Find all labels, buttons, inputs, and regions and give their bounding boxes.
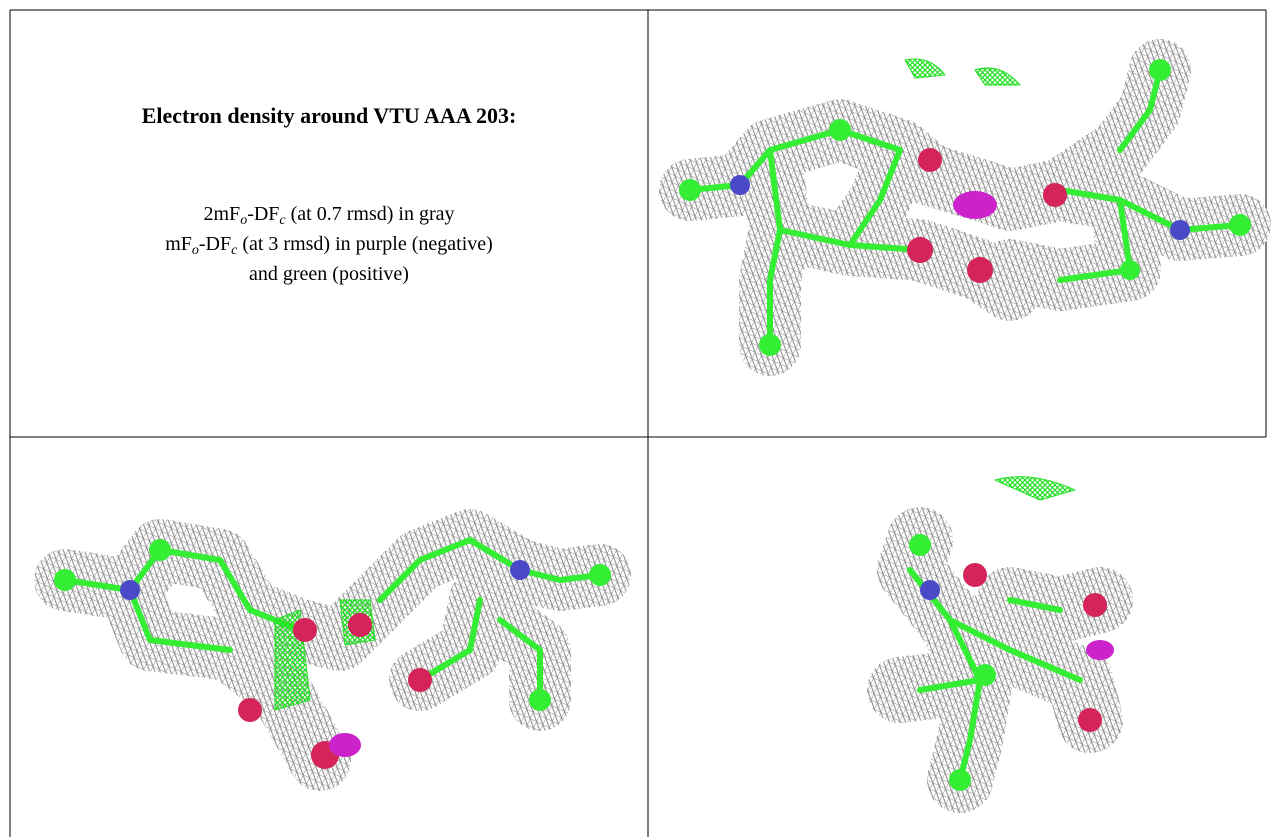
- text: -DF: [198, 233, 232, 255]
- subscript: o: [240, 213, 248, 228]
- density-view-3: [867, 476, 1133, 813]
- text: (at 3 rmsd) in purple (negative): [237, 233, 493, 255]
- text: 2mF: [203, 203, 241, 225]
- text: and green (positive): [249, 263, 409, 285]
- subscript: o: [191, 243, 199, 258]
- caption-line: 2mFo-DFc (at 0.7 rmsd) in gray: [10, 203, 648, 228]
- caption-cell: Electron density around VTU AAA 203: 2mF…: [10, 10, 648, 437]
- text: mF: [165, 233, 192, 255]
- density-view-1: [659, 39, 1271, 376]
- table-borders: [9, 9, 1267, 837]
- density-view-2: [34, 509, 631, 791]
- subscript: c: [231, 243, 238, 258]
- caption-title: Electron density around VTU AAA 203:: [141, 103, 517, 128]
- caption-line: mFo-DFc (at 3 rmsd) in purple (negative): [10, 233, 648, 258]
- text: -DF: [247, 203, 280, 225]
- text: (at 0.7 rmsd) in gray: [285, 203, 455, 225]
- caption-line: and green (positive): [10, 263, 648, 286]
- subscript: c: [279, 213, 286, 228]
